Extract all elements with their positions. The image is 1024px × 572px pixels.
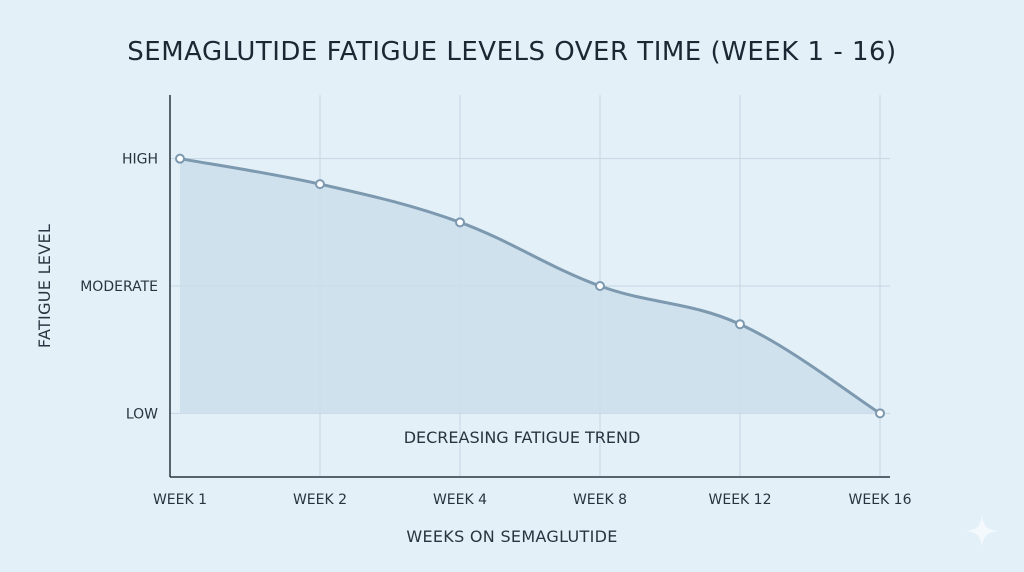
y-tick-label: LOW <box>126 406 158 422</box>
trend-annotation: DECREASING FATIGUE TREND <box>404 428 641 447</box>
sparkle-icon <box>966 515 998 547</box>
y-tick-label: HIGH <box>122 152 158 168</box>
y-axis-label: FATIGUE LEVEL <box>35 224 54 348</box>
chart-title: SEMAGLUTIDE FATIGUE LEVELS OVER TIME (WE… <box>127 37 896 67</box>
data-point <box>455 217 465 228</box>
x-tick-label: WEEK 16 <box>849 492 912 508</box>
data-point <box>175 153 185 164</box>
area-fill <box>180 158 880 414</box>
data-point <box>315 179 325 190</box>
data-point <box>735 319 745 330</box>
y-tick-labels: LOW MODERATE HIGH <box>80 152 158 423</box>
x-tick-labels: WEEK 1 WEEK 2 WEEK 4 WEEK 8 WEEK 12 WEEK 16 <box>153 492 912 508</box>
x-tick-label: WEEK 2 <box>293 492 347 508</box>
x-axis-label: WEEKS ON SEMAGLUTIDE <box>406 527 617 546</box>
data-point <box>875 408 885 419</box>
series-line <box>179 157 881 415</box>
data-points <box>175 153 885 419</box>
x-tick-label: WEEK 8 <box>573 492 627 508</box>
y-tick-label: MODERATE <box>80 279 158 295</box>
x-tick-label: WEEK 12 <box>709 492 772 508</box>
data-point <box>595 281 605 291</box>
x-tick-label: WEEK 1 <box>153 492 207 508</box>
x-tick-label: WEEK 4 <box>433 492 487 508</box>
